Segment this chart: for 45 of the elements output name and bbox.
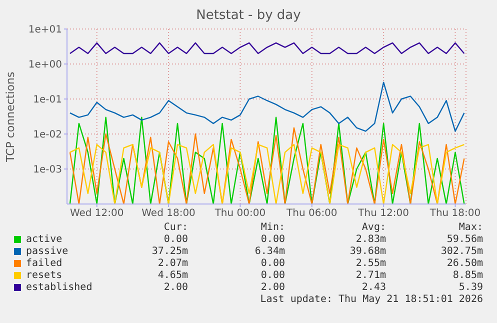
text: 0.00 xyxy=(260,270,285,282)
legend-label: resets xyxy=(26,270,62,282)
text: 5.39 xyxy=(458,282,483,294)
line-series xyxy=(69,144,465,204)
legend-label: established xyxy=(26,282,92,294)
text: 0.00 xyxy=(260,258,285,270)
text: 2.07m xyxy=(158,258,188,270)
text: 59.56m xyxy=(446,234,483,246)
x-tick-label: Wed 18:00 xyxy=(142,208,196,220)
text: 2.71m xyxy=(356,270,386,282)
text: Avg: xyxy=(362,222,386,234)
text: 8.85m xyxy=(452,270,483,282)
text: 6.34m xyxy=(254,246,285,258)
legend-label: active xyxy=(26,234,62,246)
text: 37.25m xyxy=(152,246,188,258)
x-tick-label: Thu 18:00 xyxy=(428,208,481,220)
text: 2.00 xyxy=(164,282,188,294)
legend-label: failed xyxy=(26,258,62,270)
text: Min: xyxy=(260,222,285,234)
text: 2.83m xyxy=(356,234,386,246)
x-tick-label: Thu 00:00 xyxy=(214,208,266,220)
x-tick-label: Thu 12:00 xyxy=(357,208,409,220)
x-tick-label: Thu 06:00 xyxy=(286,208,338,220)
text: 302.75m xyxy=(440,246,483,258)
y-tick-label: 1e-01 xyxy=(33,94,62,106)
text: 0.00 xyxy=(260,234,285,246)
text: Max: xyxy=(458,222,483,234)
text: 0.00 xyxy=(164,234,188,246)
text: 2.43 xyxy=(362,282,386,294)
y-tick-label: 1e+00 xyxy=(28,60,62,71)
text: 2.55m xyxy=(356,258,386,270)
text: Last update: Thu May 21 18:51:01 2026 xyxy=(260,294,483,306)
chart-title: Netstat - by day xyxy=(195,8,302,23)
text: 39.68m xyxy=(350,246,386,258)
x-tick-label: Wed 12:00 xyxy=(70,208,124,220)
text: 4.65m xyxy=(158,270,188,282)
y-tick-label: 1e-03 xyxy=(33,164,62,176)
y-axis-title: TCP connections xyxy=(4,70,17,164)
line-series xyxy=(69,82,465,132)
text: 2.00 xyxy=(260,282,285,294)
text: 26.50m xyxy=(446,258,483,270)
text: Cur: xyxy=(164,222,188,234)
y-tick-label: 1e-02 xyxy=(33,130,62,141)
legend-label: passive xyxy=(26,246,68,258)
y-tick-label: 1e+01 xyxy=(28,24,62,36)
